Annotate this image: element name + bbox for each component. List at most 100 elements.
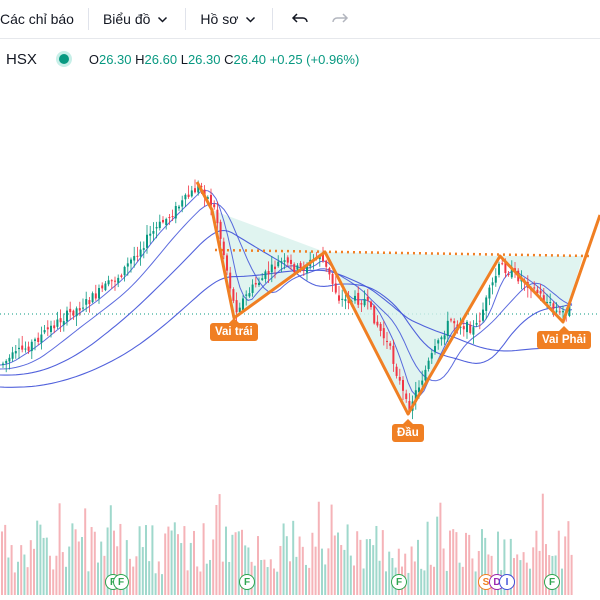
volume-bar (305, 564, 307, 595)
open-key: O (88, 51, 99, 67)
volume-bar (119, 523, 122, 595)
volume-bar (362, 568, 365, 595)
volume-bar (205, 563, 208, 595)
candle-body (389, 343, 392, 346)
candle-body (398, 376, 401, 381)
candle-body (453, 321, 456, 324)
candle-body (142, 248, 145, 250)
indicators-menu[interactable]: Các chỉ báo (0, 0, 74, 38)
candle-body (344, 299, 347, 302)
volume-bar (353, 565, 355, 595)
candle-body (280, 261, 283, 263)
candle-body (379, 323, 382, 331)
volume-bar (375, 525, 378, 595)
candle-body (341, 298, 344, 300)
volume-bar (193, 530, 195, 595)
pattern-shading (212, 210, 583, 414)
redo-button[interactable] (331, 0, 349, 38)
volume-bars (1, 493, 573, 595)
volume-bar (445, 570, 448, 595)
event-marker-icon[interactable]: F (544, 574, 560, 590)
profile-menu[interactable]: Hồ sơ (200, 0, 256, 38)
left-shoulder-label: Vai trái (210, 318, 258, 341)
volume-bar (244, 545, 247, 595)
candle-body (171, 216, 174, 218)
volume-bar (164, 533, 167, 595)
volume-bar (10, 545, 13, 595)
volume-bar (324, 564, 327, 595)
candle-body (360, 303, 363, 305)
volume-bar (356, 531, 359, 595)
volume-bar (513, 558, 515, 595)
toolbar-divider (87, 8, 89, 30)
volume-bar (529, 568, 531, 595)
event-marker-icon[interactable]: F (391, 574, 407, 590)
candle-body (232, 289, 235, 301)
candle-body (43, 330, 46, 333)
candle-body (229, 272, 232, 289)
candle-body (270, 264, 273, 273)
candle-body (200, 185, 203, 188)
candle-body (264, 271, 267, 279)
low-value: 26.30 (187, 51, 221, 67)
candle-body (238, 307, 241, 312)
price-chart[interactable] (0, 70, 600, 600)
candle-body (504, 262, 507, 274)
candle-body (334, 283, 337, 293)
event-marker-icon[interactable]: I (499, 574, 515, 590)
candle-body (158, 221, 161, 229)
high-value: 26.60 (144, 51, 178, 67)
volume-bar (509, 538, 512, 595)
volume-bar (58, 503, 61, 595)
candle-body (408, 400, 411, 412)
volume-bar (481, 529, 483, 595)
volume-bar (260, 560, 263, 595)
candle-body (382, 328, 385, 339)
volume-bar (346, 524, 349, 595)
volume-bar (423, 570, 426, 595)
event-marker-icon[interactable]: F (239, 574, 255, 590)
candle-body (430, 353, 433, 359)
candle-body (318, 257, 321, 260)
volume-bar (474, 571, 477, 595)
volume-bar (29, 540, 32, 595)
candle-body (24, 348, 27, 350)
ohlc-values: O26.30 H26.60 L26.30 C26.40 +0.25 (+0.96… (89, 52, 359, 67)
candle-body (462, 326, 465, 330)
event-marker-icon[interactable]: F (113, 574, 129, 590)
volume-bar (218, 494, 221, 595)
candle-body (40, 334, 43, 343)
volume-bar (458, 562, 461, 595)
volume-bar (241, 529, 243, 595)
candle-body (46, 327, 49, 330)
candle-body (168, 217, 171, 219)
volume-bar (138, 526, 141, 595)
volume-bar (292, 520, 295, 595)
change-value: +0.25 (+0.96%) (269, 51, 360, 67)
candle-body (107, 280, 110, 285)
symbol-legend: HSX O26.30 H26.60 L26.30 C26.40 +0.25 (+… (0, 48, 359, 70)
candle-body (434, 346, 436, 353)
volume-bar (519, 560, 522, 595)
candle-body (325, 260, 328, 267)
volume-bar (381, 530, 384, 595)
volume-bar (484, 537, 487, 595)
pattern-fill-right (500, 256, 583, 322)
neckline-dotted (214, 248, 591, 258)
candle-body (226, 255, 228, 271)
volume-bar (465, 532, 467, 595)
undo-button[interactable] (291, 0, 309, 38)
candle-body (235, 300, 238, 313)
volume-bar (532, 547, 535, 595)
volume-bar (298, 536, 301, 595)
volume-bar (125, 540, 128, 595)
volume-bar (407, 572, 410, 595)
candle-body (472, 327, 475, 335)
candle-body (18, 347, 20, 350)
volume-bar (202, 523, 205, 595)
moving-average-line (0, 229, 573, 376)
volume-bar (157, 561, 160, 595)
chart-type-menu[interactable]: Biểu đồ (103, 0, 168, 38)
volume-bar (225, 526, 227, 595)
candle-body (450, 319, 452, 321)
